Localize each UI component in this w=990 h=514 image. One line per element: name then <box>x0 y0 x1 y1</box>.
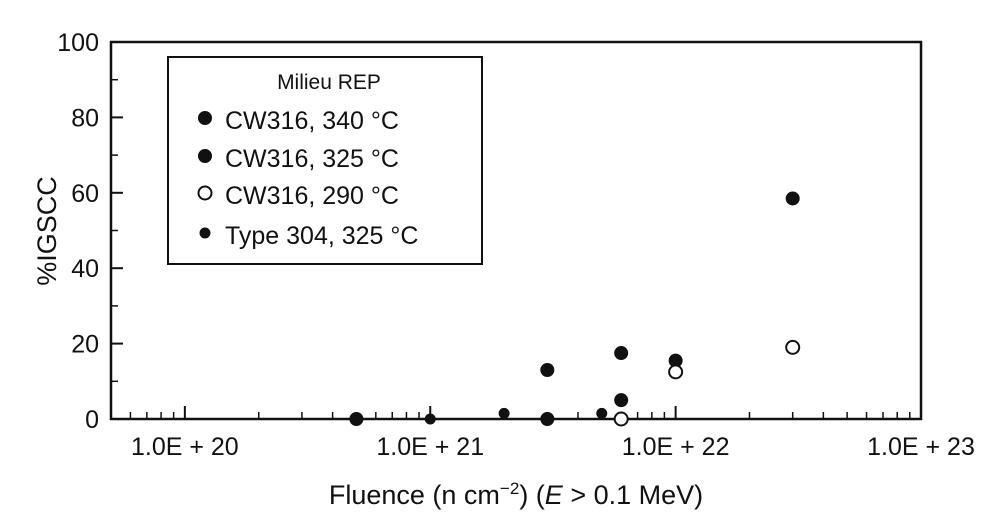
x-tick-label: 1.0E + 21 <box>376 433 484 461</box>
data-point <box>424 413 436 425</box>
data-point <box>498 407 510 419</box>
y-tick-label: 40 <box>71 255 99 283</box>
legend-title: Milieu REP <box>277 71 381 94</box>
x-axis-title: Fluence (n cm−2) (E > 0.1 MeV) <box>329 479 703 510</box>
x-tick-label: 1.0E + 22 <box>622 433 730 461</box>
legend-marker <box>197 185 213 201</box>
y-axis-title: %IGSCC <box>32 176 62 286</box>
data-point <box>613 411 629 427</box>
data-point <box>614 393 629 408</box>
y-tick-label: 60 <box>71 180 99 208</box>
x-axis-title-part3: > 0.1 MeV) <box>563 480 703 510</box>
y-tick-label: 80 <box>71 104 99 132</box>
legend-marker <box>199 227 211 239</box>
data-point <box>785 339 801 355</box>
data-point <box>668 364 684 380</box>
legend-items: CW316, 340 °C CW316, 325 °C CW316, 290 °C T… <box>197 107 418 250</box>
y-tick-label: 100 <box>57 29 99 57</box>
y-tick-label: 0 <box>85 406 99 434</box>
x-axis-title-part1: Fluence (n cm <box>329 480 500 510</box>
data-points <box>349 191 801 427</box>
legend-marker <box>198 111 212 125</box>
x-tick-label: 1.0E + 23 <box>867 433 975 461</box>
legend-label: CW316, 290 °C <box>225 182 399 210</box>
x-axis-title-exponent: −2 <box>500 479 519 498</box>
y-axis: 0 20 40 60 80 100 <box>57 29 123 434</box>
legend-label: CW316, 325 °C <box>225 145 399 173</box>
legend-box <box>167 56 483 265</box>
data-point <box>540 362 555 377</box>
data-point <box>349 412 364 426</box>
x-tick-label: 1.0E + 20 <box>131 433 239 461</box>
x-axis-title-part2: ) ( <box>519 480 544 510</box>
data-point <box>785 191 800 206</box>
legend-marker <box>198 149 212 163</box>
data-point <box>596 407 608 419</box>
x-axis: 1.0E + 20 1.0E + 21 1.0E + 22 1.0E + 23 <box>129 406 975 461</box>
legend-label: CW316, 340 °C <box>225 107 399 135</box>
x-axis-title-italic: E <box>545 480 564 510</box>
y-tick-label: 20 <box>71 331 99 359</box>
data-point <box>614 346 629 361</box>
legend-label: Type 304, 325 °C <box>225 222 418 250</box>
data-point <box>540 412 555 426</box>
